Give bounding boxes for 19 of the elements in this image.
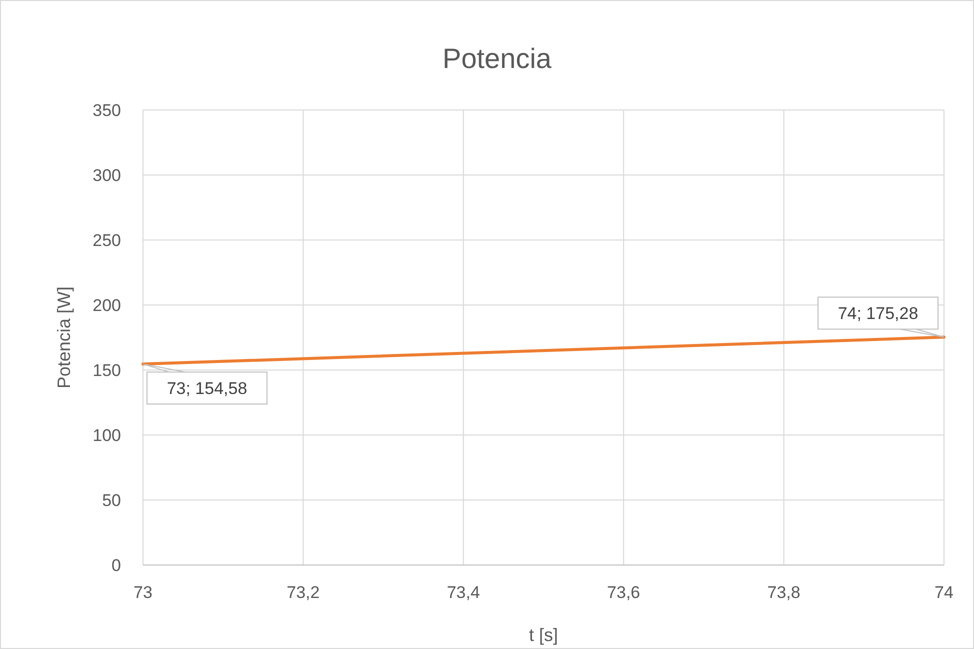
y-axis-title: Potencia [W] bbox=[54, 286, 74, 389]
y-tick-label: 300 bbox=[92, 166, 121, 185]
x-tick-label: 73 bbox=[134, 583, 152, 602]
y-tick-label: 350 bbox=[92, 101, 121, 120]
x-tick-label: 73,4 bbox=[446, 583, 480, 602]
x-tick-label: 73,2 bbox=[286, 583, 320, 602]
chart-title: Potencia bbox=[442, 43, 552, 74]
y-tick-label: 200 bbox=[92, 296, 121, 315]
y-tick-label: 0 bbox=[112, 556, 121, 575]
x-axis-title: t [s] bbox=[528, 625, 558, 645]
data-label: 74; 175,28 bbox=[838, 304, 918, 324]
x-tick-label: 74 bbox=[934, 583, 954, 602]
y-tick-label: 100 bbox=[92, 426, 121, 445]
y-tick-label: 50 bbox=[102, 491, 121, 510]
x-tick-label: 73,6 bbox=[607, 583, 640, 602]
data-label: 73; 154,58 bbox=[166, 379, 248, 398]
x-tick-label: 73,8 bbox=[767, 583, 800, 602]
y-tick-label: 250 bbox=[92, 231, 121, 250]
y-tick-label: 150 bbox=[92, 361, 121, 380]
